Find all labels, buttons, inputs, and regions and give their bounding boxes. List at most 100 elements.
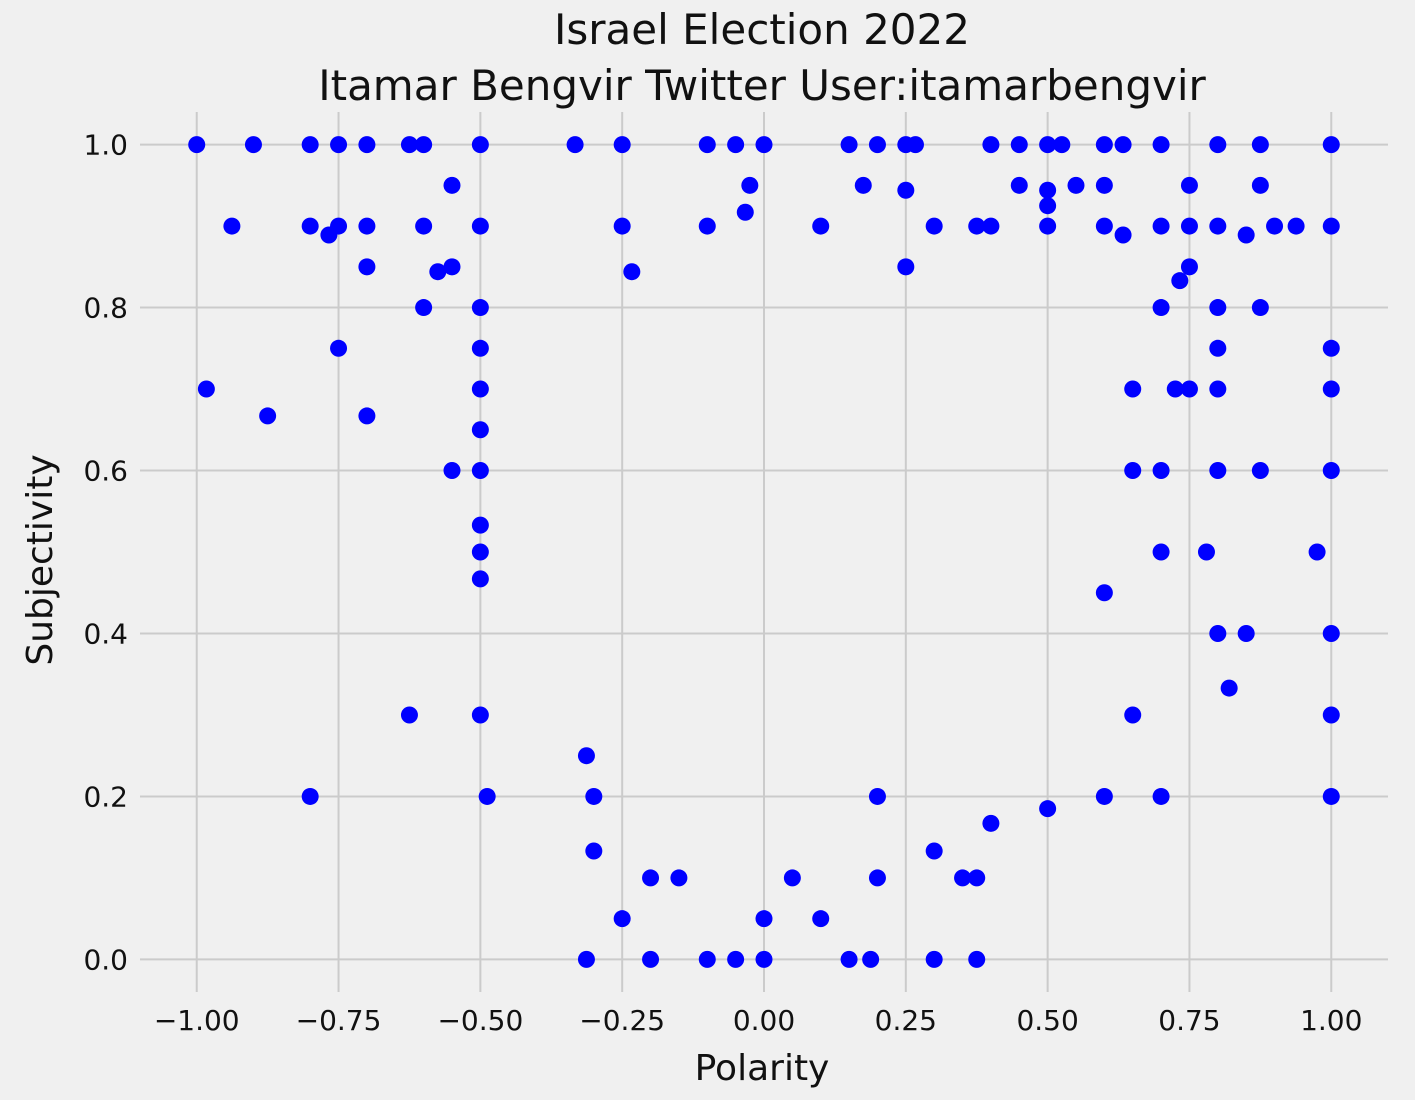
x-tick-label: −0.25 <box>579 1004 665 1037</box>
data-point <box>1166 380 1184 398</box>
data-point <box>1237 226 1255 244</box>
data-point <box>1322 136 1340 154</box>
data-point <box>1180 176 1198 194</box>
y-axis-ticks: 0.0 0.2 0.4 0.6 0.8 1.0 <box>83 129 128 977</box>
data-point <box>197 380 215 398</box>
x-tick-label: −1.00 <box>154 1004 240 1037</box>
data-point <box>244 136 262 154</box>
data-point <box>1010 176 1028 194</box>
data-point <box>755 136 773 154</box>
data-point <box>623 263 641 281</box>
data-point <box>471 462 489 480</box>
data-point <box>1251 299 1269 317</box>
data-point <box>358 136 376 154</box>
data-point <box>1251 136 1269 154</box>
y-tick-label: 0.4 <box>83 617 128 650</box>
data-point <box>1220 679 1238 697</box>
data-point <box>471 217 489 235</box>
data-point <box>471 543 489 561</box>
data-point <box>642 869 660 887</box>
data-point <box>968 869 986 887</box>
data-point <box>642 950 660 968</box>
data-point <box>755 910 773 928</box>
data-point <box>471 136 489 154</box>
data-point <box>1237 624 1255 642</box>
data-point <box>906 136 924 154</box>
data-point <box>1152 543 1170 561</box>
data-point <box>301 787 319 805</box>
data-point <box>925 950 943 968</box>
data-point <box>1039 136 1057 154</box>
data-point <box>1095 217 1113 235</box>
data-point <box>1124 462 1142 480</box>
data-point <box>577 747 595 765</box>
data-point <box>330 136 348 154</box>
data-point <box>1197 543 1215 561</box>
data-point <box>1171 272 1189 290</box>
data-point <box>223 217 241 235</box>
data-point <box>1114 136 1132 154</box>
data-point <box>1095 136 1113 154</box>
data-point <box>1114 226 1132 244</box>
data-point <box>727 950 745 968</box>
data-point <box>585 842 603 860</box>
data-point <box>1095 787 1113 805</box>
data-point <box>1180 258 1198 276</box>
y-axis-label: Subjectivity <box>20 454 61 665</box>
data-point <box>471 570 489 588</box>
y-tick-label: 0.0 <box>83 943 128 976</box>
data-point <box>1124 706 1142 724</box>
x-tick-label: 0.75 <box>1158 1004 1220 1037</box>
data-point <box>1039 181 1057 199</box>
data-point <box>1322 339 1340 357</box>
data-point <box>613 136 631 154</box>
data-point <box>954 869 972 887</box>
data-point <box>968 217 986 235</box>
data-point <box>471 380 489 398</box>
data-point <box>415 299 433 317</box>
data-point <box>585 787 603 805</box>
x-axis-ticks: −1.00 −0.75 −0.50 −0.25 0.00 0.25 0.50 0.75 1.00 <box>154 1004 1363 1037</box>
data-point <box>727 136 745 154</box>
data-point <box>1053 136 1071 154</box>
data-point <box>862 950 880 968</box>
data-point <box>400 706 418 724</box>
data-point <box>443 258 461 276</box>
data-point <box>1010 136 1028 154</box>
data-point <box>1152 462 1170 480</box>
data-point <box>1209 217 1227 235</box>
data-point <box>471 706 489 724</box>
data-point <box>301 136 319 154</box>
data-point <box>736 203 754 221</box>
data-point <box>1152 136 1170 154</box>
data-point <box>982 814 1000 832</box>
data-point <box>698 950 716 968</box>
data-point <box>415 136 433 154</box>
data-point <box>897 258 915 276</box>
data-point <box>1322 380 1340 398</box>
data-point <box>566 136 584 154</box>
x-tick-label: 0.50 <box>1016 1004 1078 1037</box>
data-point <box>1322 217 1340 235</box>
data-point <box>1209 339 1227 357</box>
data-point <box>1287 217 1305 235</box>
data-point <box>698 217 716 235</box>
x-axis-label: Polarity <box>695 1048 830 1089</box>
data-point <box>982 136 1000 154</box>
data-point <box>1152 299 1170 317</box>
data-point <box>925 842 943 860</box>
data-point <box>400 136 418 154</box>
data-point <box>1067 176 1085 194</box>
data-point <box>783 869 801 887</box>
data-point <box>188 136 206 154</box>
data-point <box>320 226 338 244</box>
data-point <box>1124 380 1142 398</box>
data-point <box>925 217 943 235</box>
x-tick-label: −0.75 <box>296 1004 382 1037</box>
data-point <box>1152 787 1170 805</box>
data-point <box>840 950 858 968</box>
data-point <box>1095 176 1113 194</box>
data-point <box>868 136 886 154</box>
data-point <box>1152 217 1170 235</box>
data-point <box>301 217 319 235</box>
